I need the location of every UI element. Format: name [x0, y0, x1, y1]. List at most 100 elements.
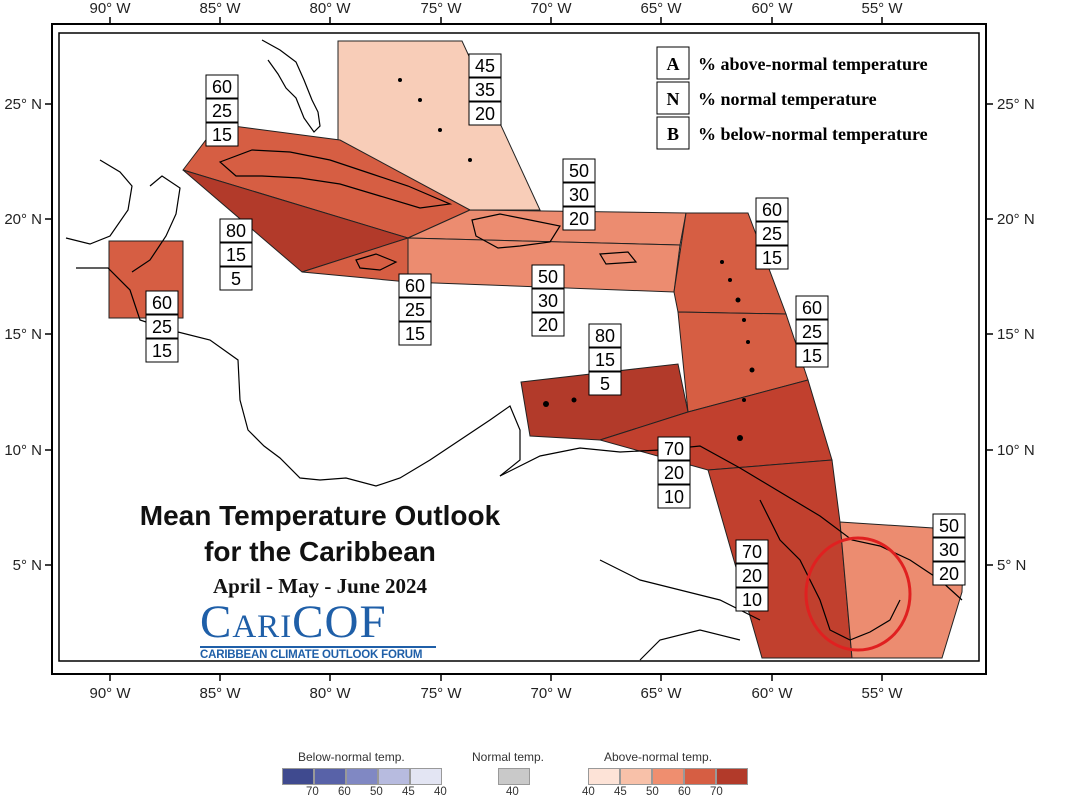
probability-box-cayman-jamaica: 80 15 5: [219, 218, 253, 291]
prob-cell-b: [205, 122, 239, 147]
lat-tick-label-right: 25° N: [997, 96, 1035, 113]
lon-tick-label-bottom: 75° W: [420, 685, 462, 702]
normal-value: 40: [506, 786, 519, 798]
above-normal-value: 60: [678, 786, 691, 798]
prob-value-a: 80: [595, 326, 615, 346]
probability-box-trinidad: 70 20 10: [657, 436, 691, 509]
lesser-antilles: [398, 78, 755, 441]
prob-cell-a: [145, 290, 179, 315]
prob-value-a: 60: [152, 293, 172, 313]
prob-cell-b: [755, 245, 789, 270]
prob-cell-b: [735, 587, 769, 612]
key-letter-b: B: [667, 124, 679, 144]
key-letter-a: A: [667, 54, 680, 74]
probability-box-hispaniola-south: 50 30 20: [531, 264, 565, 337]
above-normal-value: 45: [614, 786, 627, 798]
key-text-n: % normal temperature: [698, 89, 877, 109]
lon-tick-label-top: 80° W: [309, 0, 351, 17]
zone-guyana: [707, 459, 853, 659]
prob-value-b: 20: [939, 564, 959, 584]
normal-swatch: [498, 768, 530, 785]
above-normal-value: 70: [710, 786, 723, 798]
normal-swatches: [498, 768, 530, 785]
lat-tick-label-left: 25° N: [4, 96, 42, 113]
prob-value-n: 20: [742, 566, 762, 586]
prob-value-a: 50: [939, 516, 959, 536]
prob-cell-b: [657, 484, 691, 509]
key-box-b: [656, 116, 690, 150]
above-normal-swatches: [588, 768, 748, 785]
forecast-period: April - May - June 2024: [212, 574, 428, 598]
lon-tick-label-bottom: 65° W: [640, 685, 682, 702]
prob-cell-a: [657, 436, 691, 461]
island: [571, 397, 577, 403]
prob-value-a: 80: [226, 221, 246, 241]
axis-ticks: [45, 17, 993, 681]
probability-box-abc-islands: 80 15 5: [588, 323, 622, 396]
prob-cell-n: [468, 77, 502, 102]
cuba-island: [218, 149, 453, 209]
prob-value-b: 10: [664, 487, 684, 507]
prob-cell-n: [398, 297, 432, 322]
lon-tick-label-top: 75° W: [420, 0, 462, 17]
logo-wordmark: CariCOF: [200, 596, 387, 648]
prob-value-n: 25: [802, 322, 822, 342]
prob-cell-n: [219, 242, 253, 267]
prob-cell-a: [468, 53, 502, 78]
guyana-interior: [759, 499, 901, 641]
lon-tick-label-top: 70° W: [530, 0, 572, 17]
island: [742, 398, 746, 402]
prob-value-b: 20: [538, 315, 558, 335]
prob-cell-b: [562, 206, 596, 231]
prob-cell-b: [932, 561, 966, 586]
yucatan-coast: [131, 175, 181, 273]
axis-tick-labels: 90° W 90° W 85° W 85° W 80° W 80° W 75° W 75° W…: [4, 0, 1034, 702]
key-text-a: % above-normal temperature: [698, 54, 928, 74]
prob-value-a: 60: [212, 77, 232, 97]
prob-cell-b: [588, 371, 622, 396]
prob-cell-a: [932, 513, 966, 538]
prob-cell-b: [145, 338, 179, 363]
lon-tick-label-bottom: 70° W: [530, 685, 572, 702]
island: [543, 401, 549, 407]
island: [720, 260, 724, 264]
lat-tick-label-right: 5° N: [997, 557, 1026, 574]
prob-value-n: 35: [475, 80, 495, 100]
lon-tick-label-bottom: 55° W: [861, 685, 903, 702]
lon-tick-label-top: 65° W: [640, 0, 682, 17]
prob-value-a: 50: [538, 267, 558, 287]
gulf-coast: [65, 159, 133, 245]
above-normal-swatch: [684, 768, 716, 785]
below-normal-value: 60: [338, 786, 351, 798]
prob-value-a: 60: [405, 276, 425, 296]
island: [418, 98, 422, 102]
prob-value-n: 20: [664, 463, 684, 483]
probability-box-french-guiana: 50 30 20: [932, 513, 966, 586]
probability-box-guyana: 70 20 10: [735, 539, 769, 612]
lat-tick-label-right: 15° N: [997, 326, 1035, 343]
island: [749, 367, 755, 373]
prob-cell-a: [588, 323, 622, 348]
map-title: Mean Temperature Outlook: [139, 500, 501, 531]
prob-value-b: 20: [569, 209, 589, 229]
prob-value-n: 25: [405, 300, 425, 320]
island: [438, 128, 442, 132]
key-box-n: [656, 81, 690, 115]
above-normal-swatch: [716, 768, 748, 785]
puerto-rico-island: [598, 251, 638, 265]
prob-cell-a: [531, 264, 565, 289]
below-normal-swatch: [346, 768, 378, 785]
probability-box-bahamas: 45 35 20: [468, 53, 502, 126]
normal-label: Normal temp.: [472, 750, 545, 764]
prob-cell-a: [398, 273, 432, 298]
prob-cell-n: [205, 98, 239, 123]
prob-cell-n: [588, 347, 622, 372]
prob-value-a: 50: [569, 161, 589, 181]
island: [735, 297, 741, 303]
south-america-coast: [499, 445, 963, 601]
lon-tick-label-top: 85° W: [199, 0, 241, 17]
prob-value-b: 15: [762, 248, 782, 268]
key-box-a: [656, 46, 690, 80]
prob-cell-n: [932, 537, 966, 562]
